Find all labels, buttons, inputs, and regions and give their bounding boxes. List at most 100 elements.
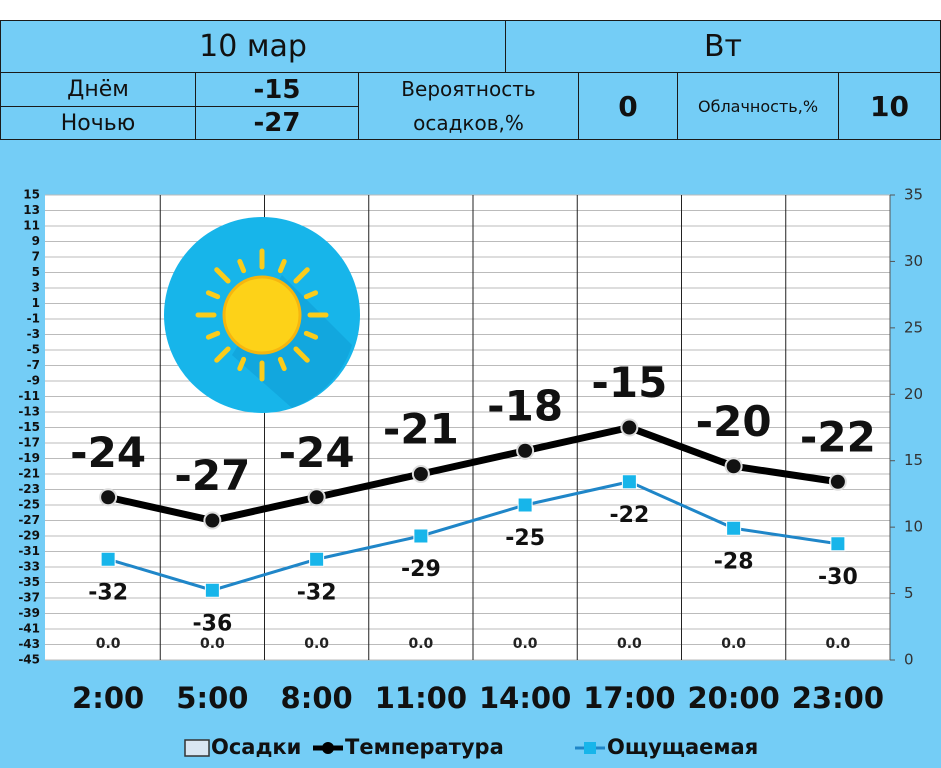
x-tick-label: 14:00	[479, 681, 571, 715]
point	[620, 418, 639, 437]
legend-label: Температура	[345, 735, 504, 759]
y-tick-label: 1	[32, 296, 40, 310]
y-tick-label: -23	[18, 482, 40, 496]
data-label: -18	[487, 381, 563, 430]
y-tick-label: 15	[23, 188, 40, 202]
data-label: -22	[610, 503, 650, 528]
y-tick-label: -17	[18, 436, 40, 450]
ray	[237, 258, 247, 274]
data-label: -24	[279, 428, 355, 477]
value-label: 0.0	[721, 636, 746, 652]
y2-tick-label: 35	[904, 186, 923, 204]
y-tick-label: -9	[27, 374, 40, 388]
data-label: -32	[297, 580, 337, 605]
point	[309, 551, 325, 567]
point	[830, 536, 846, 552]
ray	[303, 330, 319, 340]
point	[99, 488, 118, 507]
value-label: 0.0	[513, 636, 538, 652]
y-tick-label: -35	[18, 575, 40, 589]
series-line	[107, 480, 839, 592]
y-tick-label: -31	[18, 544, 40, 558]
y-tick-label: -13	[18, 405, 40, 419]
data-label: -21	[383, 405, 459, 454]
y-tick-label: -43	[18, 637, 40, 651]
ray	[237, 356, 247, 372]
point	[203, 511, 222, 530]
point	[307, 488, 326, 507]
point	[726, 520, 742, 536]
point	[411, 465, 430, 483]
x-tick-label: 20:00	[687, 681, 779, 715]
data-label: -27	[174, 451, 250, 500]
sun-disc	[222, 275, 302, 355]
y-tick-label: -11	[18, 389, 40, 403]
point	[100, 551, 116, 567]
grid	[45, 194, 890, 661]
y-tick-label: -33	[18, 560, 40, 574]
ray	[205, 290, 221, 300]
data-label: -32	[88, 580, 128, 605]
y-tick-label: 9	[32, 234, 40, 248]
y-tick-label: -27	[18, 513, 40, 527]
precip-label: Вероятность осадков,%	[358, 72, 579, 140]
y2-tick-label: 20	[904, 385, 923, 403]
data-label: -15	[591, 358, 667, 407]
legend-label: Ощущаемая	[607, 735, 758, 759]
data-label: -25	[505, 526, 545, 551]
ray	[293, 267, 310, 284]
sun-rays	[195, 248, 329, 382]
y2-tick-label: 30	[904, 252, 923, 270]
y-tick-label: -45	[18, 653, 40, 667]
x-tick-label: 11:00	[375, 681, 467, 715]
data-label: -36	[193, 611, 233, 636]
point	[828, 472, 847, 491]
y-tick-label: -15	[18, 420, 40, 434]
point	[517, 497, 533, 513]
ray	[214, 346, 231, 363]
ray	[303, 290, 319, 300]
point	[724, 457, 743, 476]
ray	[277, 258, 287, 274]
value-label: 0.0	[200, 636, 225, 652]
sun-icon	[164, 217, 360, 413]
y2-tick-label: 10	[904, 518, 923, 536]
ray	[205, 330, 221, 340]
x-tick-label: 17:00	[583, 681, 675, 715]
point	[516, 441, 535, 460]
point	[204, 582, 220, 598]
legend-swatch	[184, 739, 210, 757]
night-temp: -27	[195, 106, 359, 140]
x-tick-label: 5:00	[176, 681, 248, 715]
y-tick-label: -39	[18, 606, 40, 620]
y-tick-label: -7	[27, 358, 40, 372]
series-line	[107, 423, 839, 525]
y-tick-label: -41	[18, 622, 40, 636]
x-tick-label: 8:00	[281, 681, 353, 715]
y-tick-label: -5	[27, 343, 40, 357]
y-tick-label: -19	[18, 451, 40, 465]
y-tick-label: -29	[18, 529, 40, 543]
x-tick-label: 2:00	[72, 681, 144, 715]
y-tick-label: -1	[27, 312, 40, 326]
value-label: 0.0	[408, 636, 433, 652]
y-tick-label: 5	[32, 265, 40, 279]
legend-marker	[584, 742, 596, 754]
data-label: -22	[800, 412, 876, 461]
y-tick-label: 13	[23, 203, 40, 217]
point	[621, 474, 637, 490]
value-label: 0.0	[96, 636, 121, 652]
value-label: 0.0	[825, 636, 850, 652]
data-label: -24	[70, 428, 146, 477]
y2-tick-label: 15	[904, 451, 923, 469]
y2-tick-label: 25	[904, 318, 923, 336]
legend-marker	[322, 742, 334, 754]
y-tick-label: 7	[32, 250, 40, 264]
ray	[214, 267, 231, 284]
value-label: 0.0	[617, 636, 642, 652]
data-label: -30	[818, 565, 858, 590]
y-tick-label: -37	[18, 591, 40, 605]
data-label: -28	[714, 549, 754, 574]
